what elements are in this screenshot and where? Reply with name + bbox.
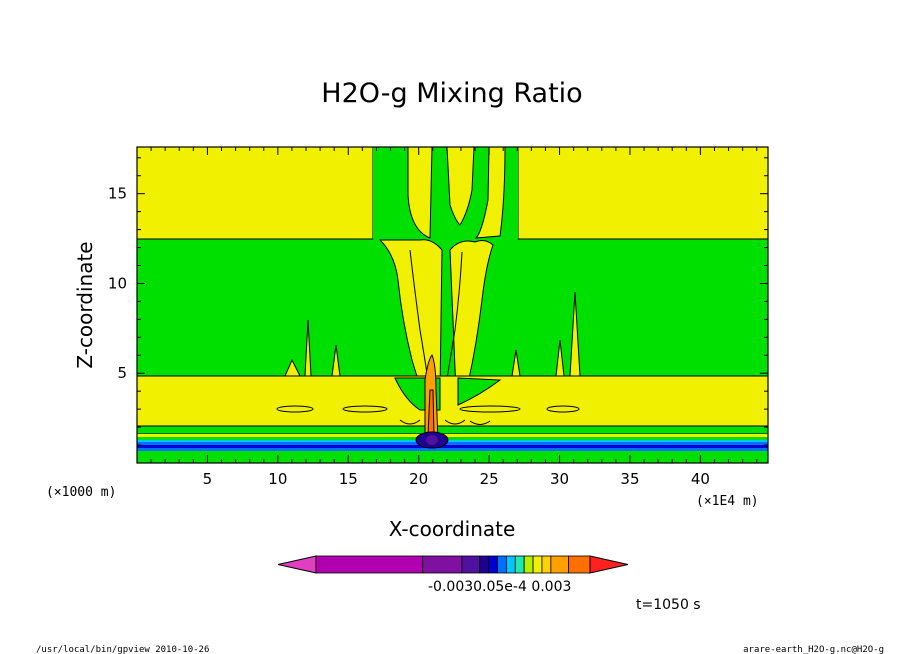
x-axis-title: X-coordinate	[389, 517, 516, 541]
colorbar-max-arrow	[589, 555, 629, 574]
x-tick-label: 5	[203, 470, 213, 488]
lens-3	[459, 405, 521, 413]
spike-left-2	[304, 319, 312, 377]
layer-blue-1	[137, 442, 768, 445]
colorbar-segment	[461, 555, 481, 574]
colorbar-segment	[315, 555, 424, 574]
y-tick-label: 15	[108, 185, 127, 203]
spike-left-1	[284, 358, 301, 377]
lens-1	[276, 405, 314, 413]
x-tick-label: 10	[268, 470, 287, 488]
colorbar-segment	[550, 555, 570, 574]
layer-blue-2	[137, 445, 768, 448]
plot-area	[136, 146, 769, 464]
colorbar-segment	[523, 555, 534, 574]
plume-column-2	[446, 146, 475, 226]
spike-left-3	[331, 344, 341, 377]
plume-column-1	[407, 146, 433, 239]
layer-cyan	[137, 440, 768, 442]
layer-green-thin	[137, 437, 768, 440]
layer-yellow-thin	[137, 434, 768, 437]
plume-column-3	[474, 146, 506, 239]
footer-left: /usr/local/bin/gpview 2010-10-26	[36, 645, 209, 654]
x-tick-label: 30	[550, 470, 569, 488]
x-tick-label: 15	[339, 470, 358, 488]
spike-right-2	[555, 339, 565, 377]
y-axis-title: Z-coordinate	[73, 241, 97, 368]
colorbar-segment	[541, 555, 552, 574]
time-label: t=1050 s	[636, 597, 701, 613]
plume-contour-1	[409, 249, 429, 381]
colorbar-segment	[488, 555, 498, 574]
x-unit-left: (×1000 m)	[46, 485, 116, 500]
layer-green-bottom	[137, 451, 768, 463]
spike-right-3	[569, 291, 581, 377]
lens-4	[546, 405, 580, 413]
surface-waves	[399, 419, 491, 425]
colorbar-segment	[479, 555, 489, 574]
plume-contour-2	[445, 251, 463, 386]
colorbar-min-arrow	[277, 555, 317, 574]
colorbar	[277, 555, 629, 574]
layer-yellow-top-left	[136, 146, 374, 240]
y-axis: 5 10 15	[108, 157, 768, 446]
layer-green-low	[136, 425, 769, 435]
plot-frame	[136, 146, 769, 464]
layer-yellow-top-right	[517, 146, 769, 240]
x-tick-label: 40	[691, 470, 710, 488]
colorbar-segment	[568, 555, 591, 574]
x-axis: 5 10 15 20 25 30 35 40	[150, 147, 758, 488]
lens-2	[342, 405, 388, 413]
plume-dent-right	[457, 377, 502, 406]
ground-disturbance-core	[426, 435, 438, 445]
spike-right-1	[511, 349, 521, 377]
x-tick-label: 35	[620, 470, 639, 488]
colorbar-segment	[497, 555, 507, 574]
y-tick-label: 10	[108, 274, 127, 292]
x-unit-right: (×1E4 m)	[696, 494, 759, 509]
x-tick-label: 20	[409, 470, 428, 488]
layer-yellow-low	[136, 375, 769, 427]
footer-right: arare-earth_H2O-g.nc@H2O-g	[743, 645, 884, 654]
colorbar-labels: -0.0030.05e-4 0.003	[428, 579, 571, 595]
colorbar-segment	[532, 555, 543, 574]
y-tick-label: 5	[117, 364, 127, 382]
chart-title: H2O-g Mixing Ratio	[321, 78, 582, 109]
x-tick-label: 25	[480, 470, 499, 488]
plume-funnel-left	[378, 239, 443, 393]
colorbar-segment	[505, 555, 516, 574]
colorbar-segment	[422, 555, 463, 574]
colorbar-segment	[514, 555, 525, 574]
layer-blue-3	[137, 448, 768, 451]
